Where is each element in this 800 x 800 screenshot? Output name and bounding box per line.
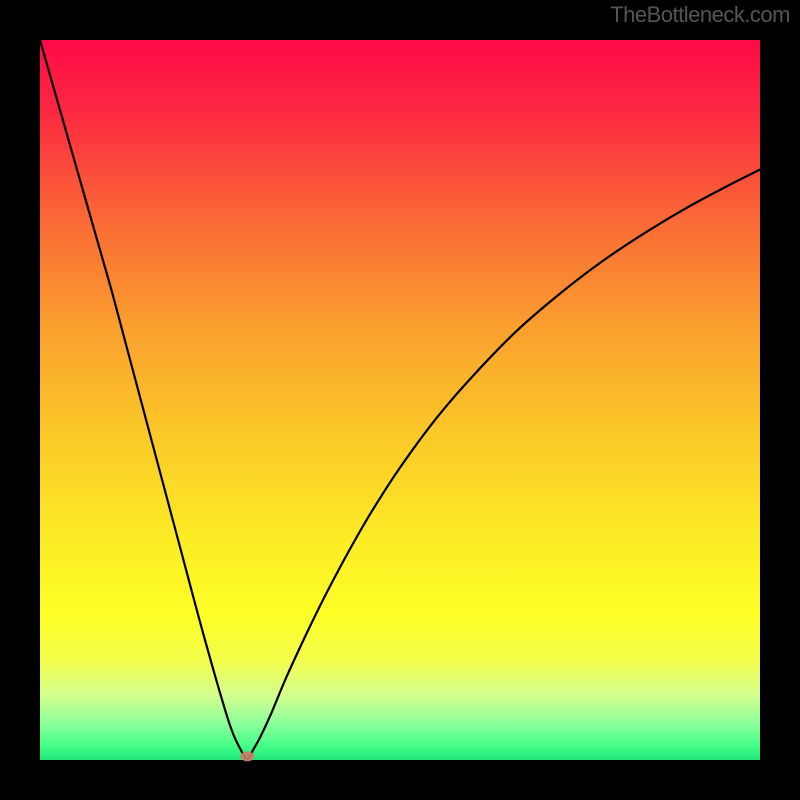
bottleneck-chart [0,0,800,800]
chart-container: TheBottleneck.com [0,0,800,800]
watermark-text: TheBottleneck.com [610,2,790,28]
